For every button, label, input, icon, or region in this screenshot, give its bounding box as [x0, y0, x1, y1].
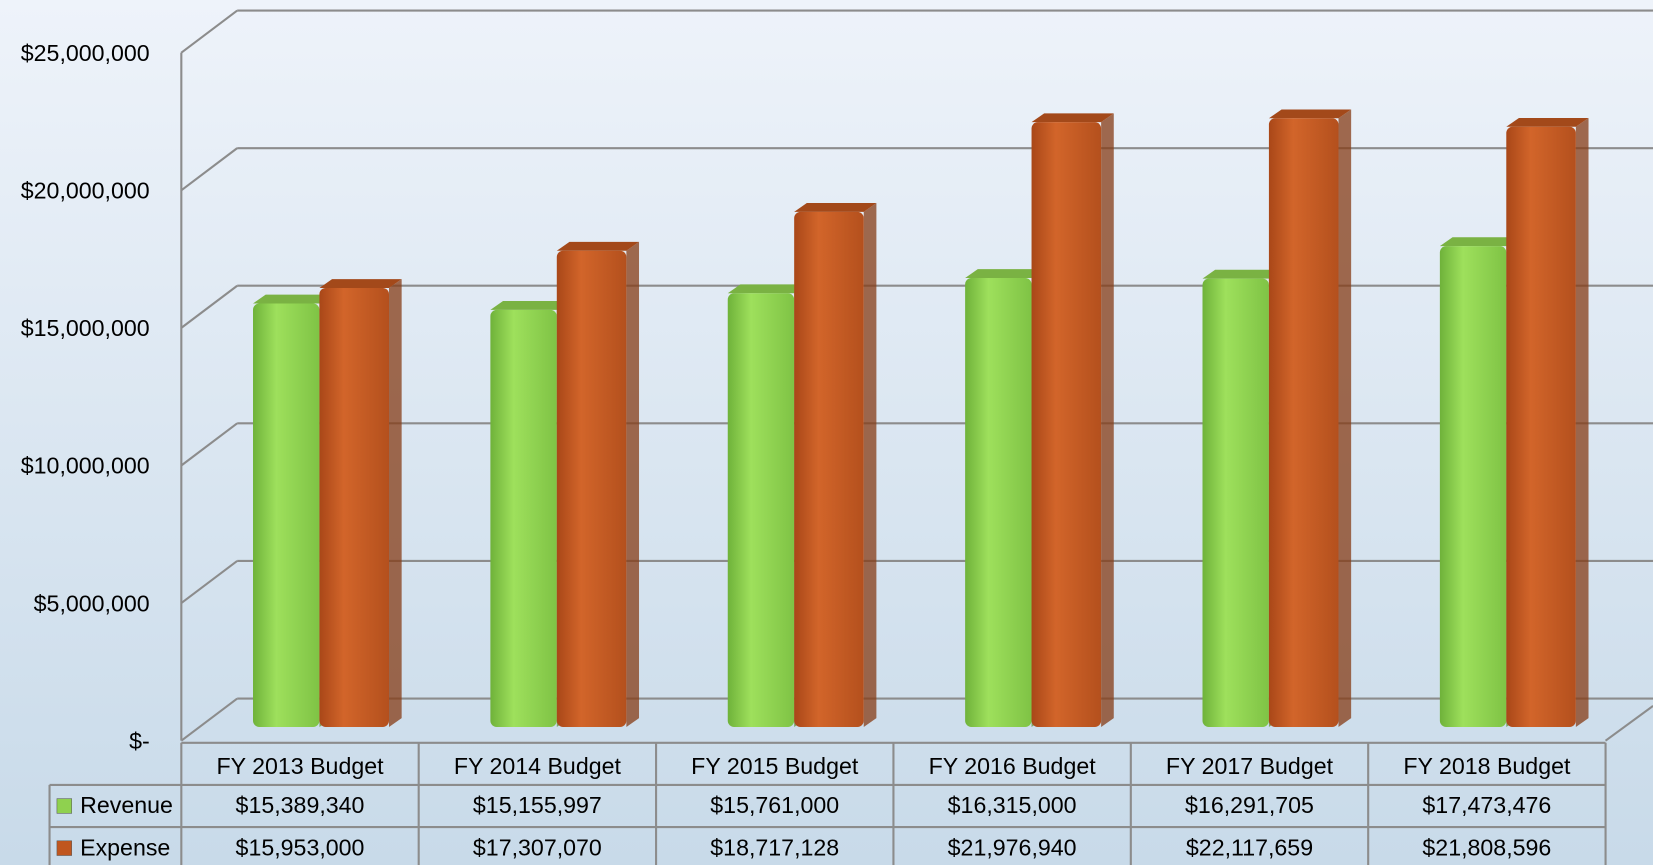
- grid-line-side: [180, 9, 238, 54]
- data-label: $18,717,128: [710, 834, 839, 860]
- data-label: $17,307,070: [473, 834, 602, 860]
- bar-top: [727, 284, 807, 294]
- grid-line-side: [180, 560, 238, 604]
- bar-side: [626, 241, 640, 727]
- bar-top: [965, 269, 1045, 278]
- legend-label: Revenue: [80, 792, 173, 818]
- bar: [794, 211, 864, 727]
- bar-side: [1101, 113, 1114, 727]
- legend-swatch: [56, 798, 72, 814]
- grid-line-side: [180, 284, 238, 329]
- bar: [319, 287, 390, 727]
- bar-top: [1506, 117, 1589, 127]
- bar: [1202, 278, 1269, 727]
- bar-top: [1439, 237, 1519, 247]
- data-label: $15,953,000: [236, 834, 365, 860]
- bar: [1506, 126, 1576, 727]
- bar-top: [556, 241, 640, 251]
- x-tick-label: FY 2015 Budget: [691, 753, 859, 779]
- bar-top: [1031, 113, 1114, 123]
- bar: [965, 277, 1032, 727]
- bar-top: [1202, 269, 1282, 279]
- y-tick-label: $-: [129, 728, 150, 754]
- bar-top: [253, 294, 333, 304]
- bar: [253, 303, 320, 727]
- data-label: $15,155,997: [473, 792, 602, 818]
- y-tick-label: $20,000,000: [21, 178, 150, 204]
- data-label: $16,315,000: [948, 792, 1077, 818]
- legend-swatch: [56, 840, 72, 856]
- data-label: $21,976,940: [948, 834, 1077, 860]
- bar: [556, 250, 627, 727]
- grid-line-side: [180, 697, 238, 742]
- bar-top: [319, 279, 402, 288]
- y-tick-label: $15,000,000: [21, 315, 150, 341]
- bar-top: [490, 301, 570, 310]
- y-tick-label: $25,000,000: [21, 40, 150, 66]
- x-tick-label: FY 2016 Budget: [929, 753, 1097, 779]
- floor-edge: [1604, 705, 1653, 742]
- bar-side: [1575, 117, 1589, 727]
- data-label: $15,761,000: [710, 792, 839, 818]
- data-label: $16,291,705: [1185, 792, 1314, 818]
- legend-label: Expense: [80, 834, 170, 860]
- bar: [1031, 122, 1102, 727]
- data-label: $15,389,340: [236, 792, 365, 818]
- x-tick-label: FY 2013 Budget: [216, 753, 384, 779]
- bar-side: [389, 279, 402, 727]
- grid-line-side: [180, 147, 238, 192]
- y-tick-label: $10,000,000: [21, 453, 150, 479]
- y-tick-label: $5,000,000: [34, 590, 150, 616]
- bar-side: [863, 203, 877, 727]
- bar-top: [794, 203, 877, 212]
- data-label: $17,473,476: [1422, 792, 1551, 818]
- bar: [1268, 118, 1339, 727]
- bar: [490, 309, 557, 727]
- bar-top: [1268, 109, 1352, 119]
- x-tick-label: FY 2014 Budget: [454, 753, 622, 779]
- bar: [1439, 246, 1507, 727]
- bar: [727, 293, 795, 727]
- bar-side: [1338, 109, 1352, 727]
- x-tick-label: FY 2018 Budget: [1403, 753, 1571, 779]
- x-tick-label: FY 2017 Budget: [1166, 753, 1334, 779]
- data-label: $22,117,659: [1186, 834, 1313, 860]
- data-label: $21,808,596: [1422, 834, 1551, 860]
- grid-line-side: [180, 422, 238, 467]
